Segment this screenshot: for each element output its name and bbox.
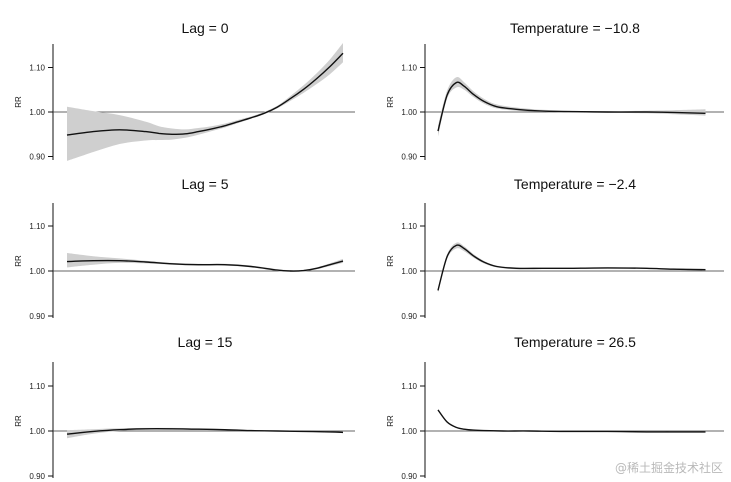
- y-tick-label: 1.10: [401, 222, 417, 231]
- y-tick-label: 1.00: [29, 108, 45, 117]
- y-tick-label: 0.90: [401, 153, 417, 162]
- rr-series-line: [66, 427, 344, 435]
- confidence-band: [438, 409, 706, 433]
- y-tick-label: 1.10: [401, 64, 417, 73]
- y-tick-label: 1.00: [29, 267, 45, 276]
- y-tick-label: 1.10: [29, 382, 45, 391]
- panel-title: Temperature = 26.5: [514, 334, 636, 350]
- y-tick-label: 1.00: [401, 427, 417, 436]
- y-axis-label: RR: [14, 415, 23, 427]
- y-tick-label: 0.90: [29, 472, 45, 481]
- y-tick-label: 1.10: [29, 64, 45, 73]
- confidence-band: [438, 242, 706, 293]
- panel-title: Lag = 0: [181, 20, 228, 36]
- panel-title: Lag = 5: [181, 176, 228, 192]
- y-tick-label: 1.00: [401, 108, 417, 117]
- y-tick-label: 1.10: [29, 222, 45, 231]
- panel-1: Lag = 0 0.90 1.00 1.10 RR: [14, 20, 355, 162]
- panel-4: Temperature = −2.4 0.90 1.00 1.10 RR: [386, 176, 724, 321]
- rr-series-line: [66, 52, 344, 136]
- rr-series-line: [437, 81, 706, 132]
- y-axis-label: RR: [386, 255, 395, 267]
- y-tick-label: 0.90: [401, 312, 417, 321]
- y-tick-label: 0.90: [401, 472, 417, 481]
- y-axis-label: RR: [14, 255, 23, 267]
- confidence-band: [438, 77, 706, 137]
- panel-2: Temperature = −10.8 0.90 1.00 1.10 RR: [386, 20, 724, 162]
- y-tick-label: 1.10: [401, 382, 417, 391]
- rr-series-line: [66, 259, 344, 272]
- watermark: @稀土掘金技术社区: [614, 461, 723, 475]
- y-tick-label: 1.00: [29, 427, 45, 436]
- rr-series-line: [437, 244, 706, 291]
- y-tick-label: 1.00: [401, 267, 417, 276]
- confidence-band: [67, 43, 343, 161]
- panel-6: Temperature = 26.5 0.90 1.00 1.10 RR: [386, 334, 724, 481]
- y-axis-label: RR: [14, 96, 23, 108]
- rr-series-line: [437, 409, 706, 433]
- panel-title: Temperature = −2.4: [514, 176, 636, 192]
- y-tick-label: 0.90: [29, 312, 45, 321]
- panel-title: Temperature = −10.8: [510, 20, 640, 36]
- y-tick-label: 0.90: [29, 153, 45, 162]
- panel-5: Lag = 15 0.90 1.00 1.10 RR: [14, 334, 355, 481]
- panel-3: Lag = 5 0.90 1.00 1.10 RR: [14, 176, 355, 321]
- y-axis-label: RR: [386, 96, 395, 108]
- panel-title: Lag = 15: [178, 334, 233, 350]
- confidence-band: [67, 253, 343, 272]
- y-axis-label: RR: [386, 415, 395, 427]
